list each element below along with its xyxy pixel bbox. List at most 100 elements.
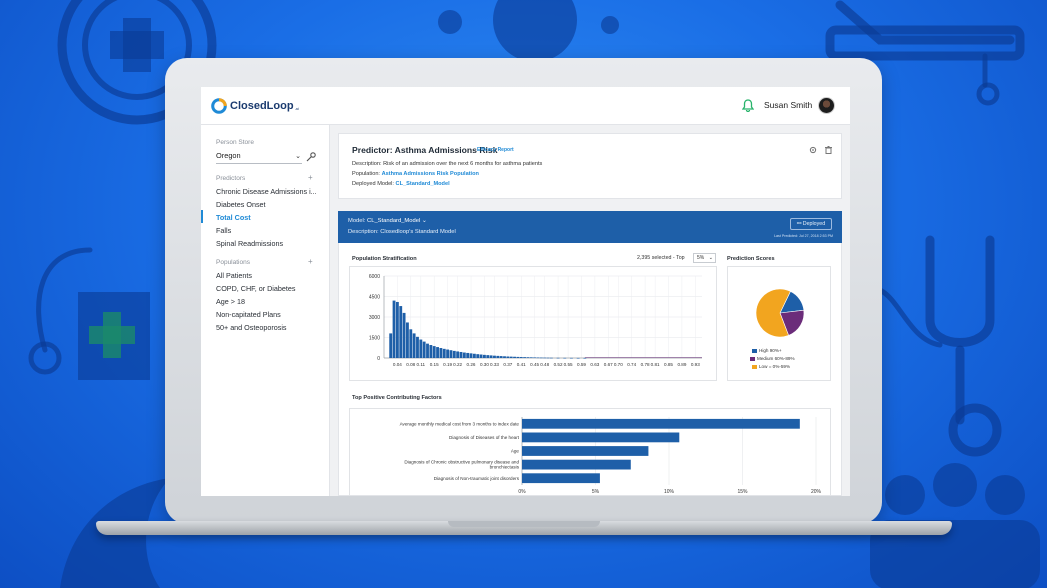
sidebar-item-osteoporosis[interactable]: 50+ and Osteoporosis (216, 323, 287, 332)
x-tick-label: 0.78 (641, 362, 650, 367)
histogram-bar (449, 350, 453, 358)
histogram-bar (556, 357, 560, 359)
medical-cross-icon (57, 0, 217, 125)
description-value: Risk of an admission over the next 6 mon… (383, 161, 543, 167)
x-tick-label: 0.33 (490, 362, 499, 367)
histogram-bar (462, 352, 466, 358)
histogram-bar (519, 357, 523, 358)
model-selector[interactable]: Model: CL_Standard_Model ⌄ (348, 218, 427, 224)
x-tick-label: 10% (664, 489, 675, 495)
x-tick-label: 0.11 (417, 362, 426, 367)
x-tick-label: 0.22 (453, 362, 462, 367)
factors-title: Top Positive Contributing Factors (352, 395, 442, 401)
deployed-button[interactable]: ⚯ Deployed (790, 218, 832, 230)
user-name[interactable]: Susan Smith (764, 100, 813, 110)
deployed-model-link[interactable]: CL_Standard_Model (395, 181, 450, 187)
histogram-bar (523, 357, 527, 358)
histogram-bar (536, 357, 540, 359)
hospital-bed-icon (825, 0, 1025, 106)
histogram-bar (395, 301, 399, 358)
add-population-button[interactable]: + (308, 257, 313, 266)
histogram-bar (399, 306, 403, 358)
histogram-bar (439, 348, 443, 358)
histogram-bar (412, 333, 416, 358)
histogram-bar (429, 345, 433, 358)
app-logo[interactable]: ClosedLoop .ai (211, 98, 299, 114)
histogram-bar (583, 357, 587, 359)
wrench-icon[interactable] (306, 152, 316, 162)
histogram-bar (529, 357, 533, 358)
x-tick-label: 0.19 (443, 362, 452, 367)
factors-chart-box: 0% 5% 10% 15% 20% Average monthly medical cos… (349, 408, 831, 496)
legend-item-medium: Medium 60%-89% (750, 356, 795, 361)
factor-label: Age (511, 449, 520, 454)
prediction-scores-box: High 90%+ Medium 60%-89% Low = 0%-59% (727, 266, 831, 381)
model-value: CL_Standard_Model (367, 218, 421, 224)
x-tick-label: 0.70 (614, 362, 623, 367)
factor-label: Diagnosis of Diseases of the heart (449, 435, 520, 440)
histogram-bar (416, 336, 419, 358)
x-tick-label: 0.37 (503, 362, 512, 367)
link-icon: ⚯ (796, 221, 803, 227)
histogram-bar (539, 357, 543, 359)
add-predictor-button[interactable]: + (308, 173, 313, 182)
x-tick-label: 0.48 (540, 362, 549, 367)
histogram-bar (392, 300, 396, 358)
logo-suffix: .ai (294, 105, 299, 111)
sidebar-item-spinal-readmissions[interactable]: Spinal Readmissions (216, 239, 284, 248)
histogram-bar (489, 355, 493, 358)
chart-panel: Population Stratification 2,395 selected… (338, 243, 842, 496)
sidebar-item-non-capitated[interactable]: Non-capitated Plans (216, 310, 281, 319)
app-screen: ClosedLoop .ai Susan Smith Person Store … (201, 87, 850, 496)
prediction-scores-pie[interactable] (728, 267, 832, 347)
sidebar-item-copd-chf-diabetes[interactable]: COPD, CHF, or Diabetes (216, 284, 296, 293)
y-tick-label: 0 (377, 356, 380, 362)
model-label: Model: (348, 218, 366, 224)
gear-icon[interactable] (809, 146, 817, 154)
factor-label-line: Diagnosis of Chronic obstructive pulmona… (404, 460, 519, 465)
histogram-bar (482, 354, 486, 358)
legend-item-high: High 90%+ (752, 348, 782, 353)
notification-bell-icon[interactable] (742, 99, 754, 112)
histogram-bar (493, 355, 496, 358)
x-tick-label: 0.93 (691, 362, 700, 367)
x-tick-label: 0.63 (590, 362, 599, 367)
avatar[interactable] (818, 97, 835, 114)
histogram-bar (513, 356, 516, 358)
histogram-bar (419, 339, 423, 358)
sidebar-item-chronic-disease[interactable]: Chronic Disease Admissions i... (216, 187, 317, 196)
person-store-select[interactable]: Oregon ⌄ (216, 151, 302, 164)
person-store-value: Oregon (216, 151, 241, 160)
histogram-bar (446, 349, 450, 358)
sidebar-item-total-cost[interactable]: Total Cost (216, 213, 251, 222)
predictor-description: Description: Risk of an admission over t… (352, 161, 542, 167)
efficacy-report-link[interactable]: Efficacy Report (477, 147, 514, 153)
factors-bar-chart[interactable]: 0% 5% 10% 15% 20% Average monthly medical cos… (350, 409, 832, 496)
sidebar-item-all-patients[interactable]: All Patients (216, 271, 252, 280)
histogram-bar (549, 357, 553, 359)
sidebar-item-falls[interactable]: Falls (216, 226, 232, 235)
histogram-bar (509, 356, 513, 358)
top-percent-select[interactable]: 5% ⌄ (693, 253, 716, 263)
sidebar-item-age-18[interactable]: Age > 18 (216, 297, 245, 306)
histogram-bar (459, 351, 463, 358)
prediction-scores-title: Prediction Scores (727, 256, 775, 262)
factor-bar (522, 446, 649, 456)
chevron-down-icon: ⌄ (295, 153, 301, 160)
factor-label-line: bronchiectasis (490, 465, 520, 470)
trash-icon[interactable] (825, 146, 832, 154)
factor-bar (522, 432, 680, 443)
histogram-bar (546, 357, 550, 359)
deployed-model-label: Deployed Model: (352, 181, 394, 187)
population-link[interactable]: Asthma Admissions Risk Population (381, 171, 479, 177)
legend-swatch-high (752, 348, 757, 353)
chevron-down-icon: ⌄ (421, 218, 427, 224)
sidebar-item-diabetes-onset[interactable]: Diabetes Onset (216, 200, 266, 209)
histogram-bar (456, 351, 460, 358)
predictors-label: Predictors (216, 175, 246, 182)
factor-bar (522, 459, 631, 470)
histogram-bar (499, 356, 503, 358)
legend-label-medium: Medium 60%-89% (757, 356, 795, 361)
